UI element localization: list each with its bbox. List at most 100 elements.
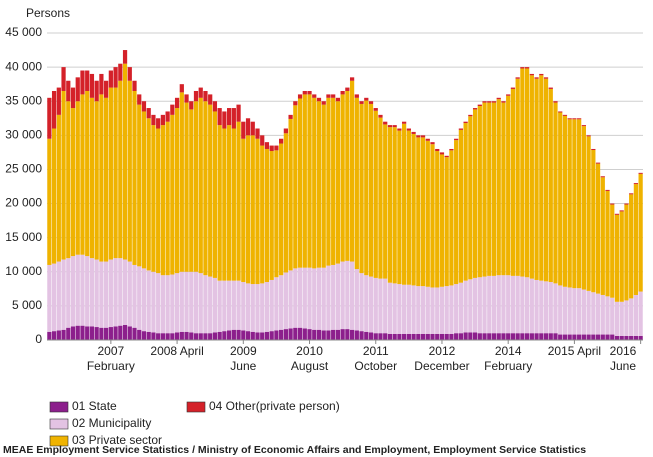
bar-segment <box>364 331 369 340</box>
bar-segment <box>638 172 643 174</box>
bar-segment <box>501 333 506 340</box>
bar-segment <box>402 121 407 124</box>
bar-segment <box>222 280 227 332</box>
bar-segment <box>619 210 624 212</box>
bar-segment <box>624 335 629 340</box>
bar-segment <box>260 135 265 146</box>
bar-segment <box>108 327 113 340</box>
bar-segment <box>548 333 553 340</box>
bar-segment <box>349 261 355 330</box>
legend-swatch <box>49 418 69 430</box>
bar-segment <box>118 63 123 81</box>
bar-segment <box>349 77 355 81</box>
bar-segment <box>293 268 298 328</box>
bar-segment <box>591 334 596 340</box>
bar-segment <box>85 256 90 327</box>
x-tick-label: 2015 April <box>548 344 601 358</box>
bar-segment <box>411 333 416 340</box>
bar-segment <box>591 150 596 293</box>
bar-segment <box>264 148 270 283</box>
bar-segment <box>226 330 232 340</box>
bar-segment <box>501 101 506 103</box>
bar-segment <box>340 329 345 340</box>
bar-segment <box>316 101 322 268</box>
bar-segment <box>269 331 274 340</box>
bar-segment <box>307 267 312 330</box>
bar-segment <box>463 123 468 281</box>
bar-segment <box>260 145 265 284</box>
bar-segment <box>472 108 478 110</box>
legend-label: 03 Private sector <box>72 433 162 447</box>
bar-segment <box>558 112 563 286</box>
bar-segment <box>548 88 553 283</box>
bar-segment <box>326 94 331 98</box>
bar-segment <box>331 329 336 340</box>
bar-segment <box>524 277 530 334</box>
bar-segment <box>47 264 52 332</box>
bar-segment <box>165 121 170 276</box>
bar-segment <box>193 271 199 334</box>
bar-segment <box>80 94 85 255</box>
bar-segment <box>506 94 511 96</box>
bar-segment <box>595 162 601 164</box>
bar-segment <box>524 67 530 69</box>
bar-segment <box>189 271 194 333</box>
bar-segment <box>212 277 218 333</box>
bar-segment <box>444 155 449 158</box>
bar-segment <box>420 286 426 334</box>
bar-segment <box>472 332 478 340</box>
y-tick-label: 25 000 <box>5 162 42 176</box>
bar-segment <box>529 75 534 279</box>
bar-segment <box>241 121 246 139</box>
bar-segment <box>638 335 643 340</box>
bar-segment <box>430 144 435 288</box>
bar-segment <box>463 121 468 124</box>
bar-segment <box>335 97 341 102</box>
bar-segment <box>283 272 288 330</box>
bar-segment <box>170 274 175 334</box>
x-tick-label: 2008 April <box>150 344 203 358</box>
bar-segment <box>198 97 203 274</box>
bar-segment <box>520 67 525 69</box>
bar-segment <box>463 280 468 333</box>
bar-segment <box>89 326 95 340</box>
bar-segment <box>108 87 113 260</box>
bar-segment <box>567 119 572 288</box>
bar-segment <box>524 333 530 340</box>
bar-segment <box>373 277 378 334</box>
bar-segment <box>66 258 71 328</box>
bar-segment <box>217 125 222 281</box>
bar-segment <box>586 136 591 291</box>
bar-segment <box>406 130 411 285</box>
bar-segment <box>468 279 473 333</box>
bar-segment <box>316 329 322 340</box>
bar-segment <box>468 116 473 280</box>
bar-segment <box>122 63 128 260</box>
bar-segment <box>51 331 57 340</box>
bar-segment <box>160 114 166 126</box>
bar-segment <box>236 329 241 340</box>
bar-segment <box>425 138 430 141</box>
bar-segment <box>364 275 369 332</box>
bar-segment <box>520 68 525 277</box>
bar-segment <box>47 138 52 265</box>
bar-segment <box>591 148 596 151</box>
bar-segment <box>264 331 270 340</box>
bar-segment <box>340 90 345 95</box>
bar-segment <box>595 334 601 340</box>
bar-segment <box>539 75 544 281</box>
bar-segment <box>113 258 118 327</box>
bar-segment <box>562 286 568 335</box>
x-tick-label: 2014 <box>495 344 522 358</box>
bar-segment <box>326 330 331 340</box>
bar-segment <box>297 327 303 340</box>
bar-segment <box>378 278 383 334</box>
bar-segment <box>444 157 449 287</box>
bar-segment <box>335 101 341 264</box>
bar-segment <box>302 94 307 268</box>
bar-segment <box>345 260 350 330</box>
bar-segment <box>47 331 52 340</box>
bar-segment <box>633 294 639 336</box>
bar-segment <box>326 265 331 331</box>
x-tick-label: October <box>354 359 397 373</box>
